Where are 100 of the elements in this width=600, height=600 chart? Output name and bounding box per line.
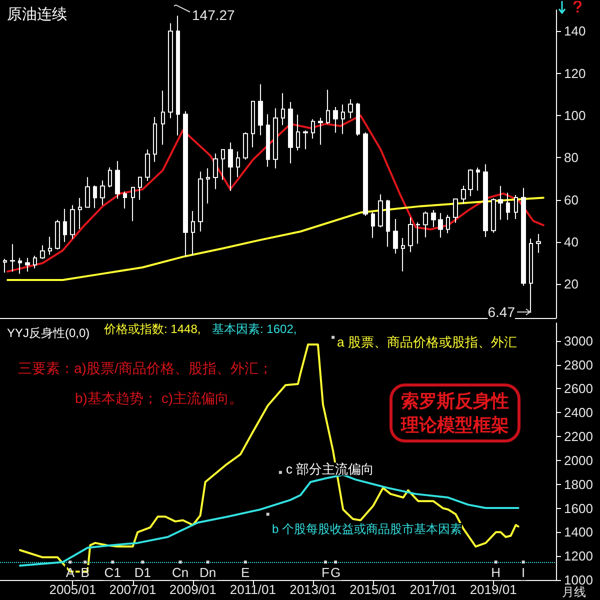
candlestick bbox=[85, 176, 90, 208]
annotation: 索罗斯反身性理论模型框架 bbox=[400, 391, 509, 435]
candlestick bbox=[153, 116, 157, 162]
x-tick-label: 2013/01 bbox=[290, 582, 337, 597]
line-series bbox=[6, 114, 544, 273]
y-tick-label: 1600 bbox=[564, 500, 593, 516]
point bbox=[68, 560, 72, 564]
candlestick bbox=[311, 118, 315, 140]
candlestick bbox=[356, 102, 360, 136]
y-tick-label: 2600 bbox=[564, 381, 593, 396]
line-series bbox=[6, 196, 544, 282]
x-tick-label: 2009/01 bbox=[169, 582, 216, 597]
point bbox=[141, 560, 144, 564]
candlestick bbox=[326, 89, 330, 124]
y-tick-label: 1400 bbox=[564, 524, 593, 540]
point bbox=[334, 560, 338, 564]
candlestick bbox=[348, 98, 353, 119]
point bbox=[178, 560, 182, 564]
point bbox=[494, 560, 498, 564]
candlestick bbox=[33, 255, 37, 269]
annotation: b 个股每股收益或商品股市基本因素 bbox=[272, 522, 462, 536]
candlestick bbox=[371, 212, 375, 238]
candlestick bbox=[514, 194, 518, 220]
annotation: D1 bbox=[134, 565, 151, 580]
x-tick-label: 2017/01 bbox=[410, 582, 457, 597]
candlestick bbox=[161, 90, 165, 146]
text: 月线 bbox=[562, 585, 586, 599]
y-tick-label: 3000 bbox=[564, 333, 593, 348]
y-tick-label: 140 bbox=[564, 24, 586, 39]
candlestick bbox=[521, 187, 526, 286]
annotation: 6.47 bbox=[488, 304, 516, 320]
candlestick bbox=[183, 110, 188, 257]
point bbox=[332, 336, 335, 339]
candlestick bbox=[401, 238, 405, 272]
point bbox=[111, 560, 114, 564]
candlestick bbox=[198, 171, 203, 232]
annotation: b)基本趋势； c)主流偏向。 bbox=[75, 390, 243, 406]
candlestick bbox=[3, 258, 7, 274]
chart-title: 原油连续 bbox=[7, 6, 67, 23]
candlestick bbox=[138, 176, 142, 200]
annotation: H bbox=[491, 565, 501, 580]
point bbox=[244, 560, 247, 564]
candlestick bbox=[123, 191, 127, 210]
y-tick-label: 20 bbox=[564, 276, 578, 292]
annotation: 三要素：a)股票/商品价格、股指、外汇； bbox=[18, 360, 272, 376]
x-tick-label: 2015/01 bbox=[350, 582, 397, 597]
y-tick-label: 2000 bbox=[564, 452, 593, 468]
candlestick bbox=[243, 132, 248, 160]
point bbox=[522, 560, 525, 564]
candlestick bbox=[476, 167, 480, 192]
candlestick bbox=[228, 142, 233, 192]
candlestick bbox=[213, 152, 218, 190]
candlestick bbox=[18, 257, 22, 274]
y-tick-label: 100 bbox=[564, 108, 586, 123]
point bbox=[84, 560, 87, 564]
x-tick-label: 2005/01 bbox=[49, 582, 96, 597]
point bbox=[278, 470, 282, 474]
y-tick-label: 1800 bbox=[564, 476, 593, 492]
candlestick bbox=[446, 214, 450, 234]
candlestick bbox=[168, 22, 173, 119]
candlestick bbox=[416, 222, 420, 244]
candlestick bbox=[483, 164, 488, 238]
candlestick bbox=[176, 15, 180, 136]
candlestick bbox=[461, 185, 466, 204]
y-tick-label: 2200 bbox=[564, 429, 593, 444]
annotation: C1 bbox=[104, 565, 121, 580]
candlestick bbox=[273, 108, 278, 169]
chart-title: YYJ反身性(0,0) bbox=[7, 326, 90, 340]
y-tick-label: 1200 bbox=[564, 548, 593, 564]
candlestick bbox=[378, 194, 383, 228]
candlestick bbox=[491, 198, 496, 234]
candlestick bbox=[393, 218, 398, 254]
candlestick bbox=[25, 257, 30, 272]
annotation: a 股票、商品价格或股指、外汇 bbox=[337, 334, 517, 350]
point bbox=[324, 560, 328, 564]
candlestick bbox=[423, 210, 428, 238]
y-tick-label: 80 bbox=[564, 150, 578, 166]
candlestick bbox=[108, 166, 112, 188]
candlestick bbox=[10, 244, 15, 272]
annotation: G bbox=[330, 565, 341, 580]
candlestick bbox=[468, 168, 473, 197]
annotation: Cn bbox=[172, 565, 189, 580]
candlestick bbox=[251, 100, 255, 148]
candlestick bbox=[55, 219, 60, 250]
annotation: c 部分主流偏向 bbox=[286, 462, 374, 476]
candlestick bbox=[236, 151, 240, 178]
y-tick-label: 2400 bbox=[564, 405, 593, 420]
candlestick bbox=[281, 92, 285, 126]
annotation: F bbox=[322, 565, 330, 580]
candlestick bbox=[303, 130, 308, 150]
candlestick bbox=[318, 117, 323, 146]
candlestick bbox=[341, 104, 345, 135]
candlestick bbox=[93, 185, 97, 209]
candlestick bbox=[438, 212, 443, 238]
candlestick bbox=[78, 197, 82, 230]
candlestick bbox=[63, 208, 67, 243]
annotation: 基本因素: 1602, bbox=[212, 322, 297, 336]
candlestick bbox=[296, 114, 300, 151]
candlestick bbox=[536, 234, 541, 254]
candlestick bbox=[288, 101, 293, 164]
